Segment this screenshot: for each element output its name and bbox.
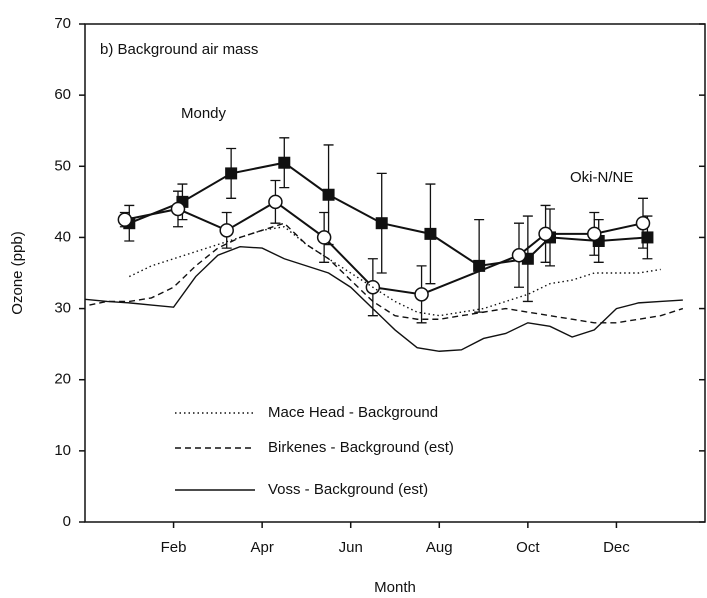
marker (641, 231, 654, 244)
panel-label: b) Background air mass (100, 41, 258, 58)
marker (414, 287, 429, 302)
x-tick-label: Feb (161, 539, 187, 556)
legend-label: Voss - Background (est) (268, 481, 428, 498)
y-axis-label: Ozone (ppb) (9, 231, 26, 314)
legend-label: Birkenes - Background (est) (268, 439, 454, 456)
y-tick-label: 50 (54, 157, 71, 174)
x-tick-label: Oct (516, 539, 540, 556)
series-line (89, 222, 684, 324)
marker (268, 194, 283, 210)
y-tick-label: 40 (54, 228, 71, 245)
marker (635, 215, 651, 231)
series-line (128, 226, 661, 317)
marker (219, 223, 234, 238)
marker (473, 259, 486, 272)
y-tick-label: 20 (54, 371, 71, 388)
marker (424, 227, 437, 240)
series-annotation: Mondy (181, 105, 227, 122)
y-tick-label: 0 (63, 513, 71, 530)
x-tick-label: Apr (250, 539, 273, 556)
y-tick-label: 70 (54, 15, 71, 32)
marker (170, 201, 186, 217)
y-tick-label: 60 (54, 86, 71, 103)
x-tick-label: Dec (603, 539, 630, 556)
marker (375, 217, 388, 230)
y-tick-label: 10 (54, 442, 71, 459)
series-line (128, 161, 648, 267)
series-annotation: Oki-N/NE (570, 169, 633, 186)
marker (322, 188, 335, 201)
x-tick-label: Aug (426, 539, 453, 556)
series-line (124, 200, 644, 296)
marker (587, 226, 602, 242)
marker (538, 226, 553, 242)
x-axis-label: Month (374, 579, 416, 596)
plot-frame (84, 23, 706, 523)
marker (511, 247, 527, 263)
marker (316, 230, 332, 245)
marker (117, 212, 133, 227)
marker (278, 156, 291, 169)
marker (225, 167, 238, 180)
x-tick-label: Jun (339, 539, 363, 556)
y-tick-label: 30 (54, 300, 71, 317)
series-line (84, 245, 683, 352)
legend-label: Mace Head - Background (268, 404, 438, 421)
